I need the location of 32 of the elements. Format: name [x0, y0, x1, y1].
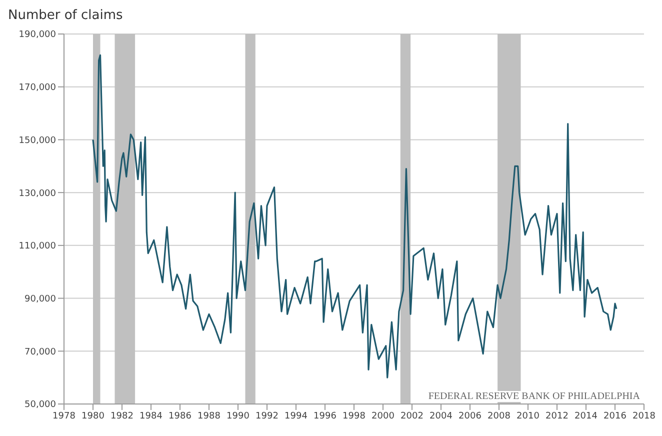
x-tick-label: 2002 — [400, 411, 424, 422]
x-tick-label: 2008 — [488, 411, 511, 422]
x-tick-label: 1980 — [82, 411, 105, 422]
line-series — [92, 54, 618, 378]
y-axis-title: Number of claims — [8, 8, 123, 23]
x-tick-label: 2016 — [604, 411, 627, 422]
x-tick-label: 1994 — [284, 411, 308, 422]
x-tick-label: 2006 — [458, 411, 482, 422]
y-tick-label: 70,000 — [24, 347, 56, 358]
x-tick-label: 1992 — [256, 411, 278, 422]
x-tick-label: 2012 — [546, 411, 568, 422]
x-tick-label: 1986 — [168, 411, 192, 422]
x-tick-label: 1998 — [342, 411, 366, 422]
y-tick-label: 130,000 — [18, 188, 56, 199]
y-tick-label: 150,000 — [18, 136, 56, 146]
y-tick-label: 110,000 — [18, 242, 56, 252]
x-tick-label: 1982 — [110, 411, 134, 422]
x-tick-label: 1996 — [314, 411, 337, 422]
y-tick-label: 90,000 — [24, 294, 56, 304]
x-tick-label: 2000 — [372, 411, 395, 422]
x-tick-label: 2010 — [516, 411, 540, 422]
x-tick-label: 1988 — [198, 411, 221, 422]
x-tick-label: 1984 — [140, 411, 163, 422]
x-tick-label: 2014 — [574, 411, 598, 422]
annotation: FEDERAL RESERVE BANK OF PHILADELPHIA — [426, 391, 642, 402]
x-tick-label: 1978 — [52, 411, 76, 422]
y-tick-label: 190,000 — [18, 30, 56, 40]
y-tick-label: 170,000 — [18, 83, 56, 94]
x-tick-label: 2004 — [430, 411, 453, 422]
y-tick-label: 50,000 — [24, 400, 56, 410]
x-tick-label: 1990 — [226, 411, 250, 422]
x-tick-label: 2018 — [632, 411, 656, 422]
